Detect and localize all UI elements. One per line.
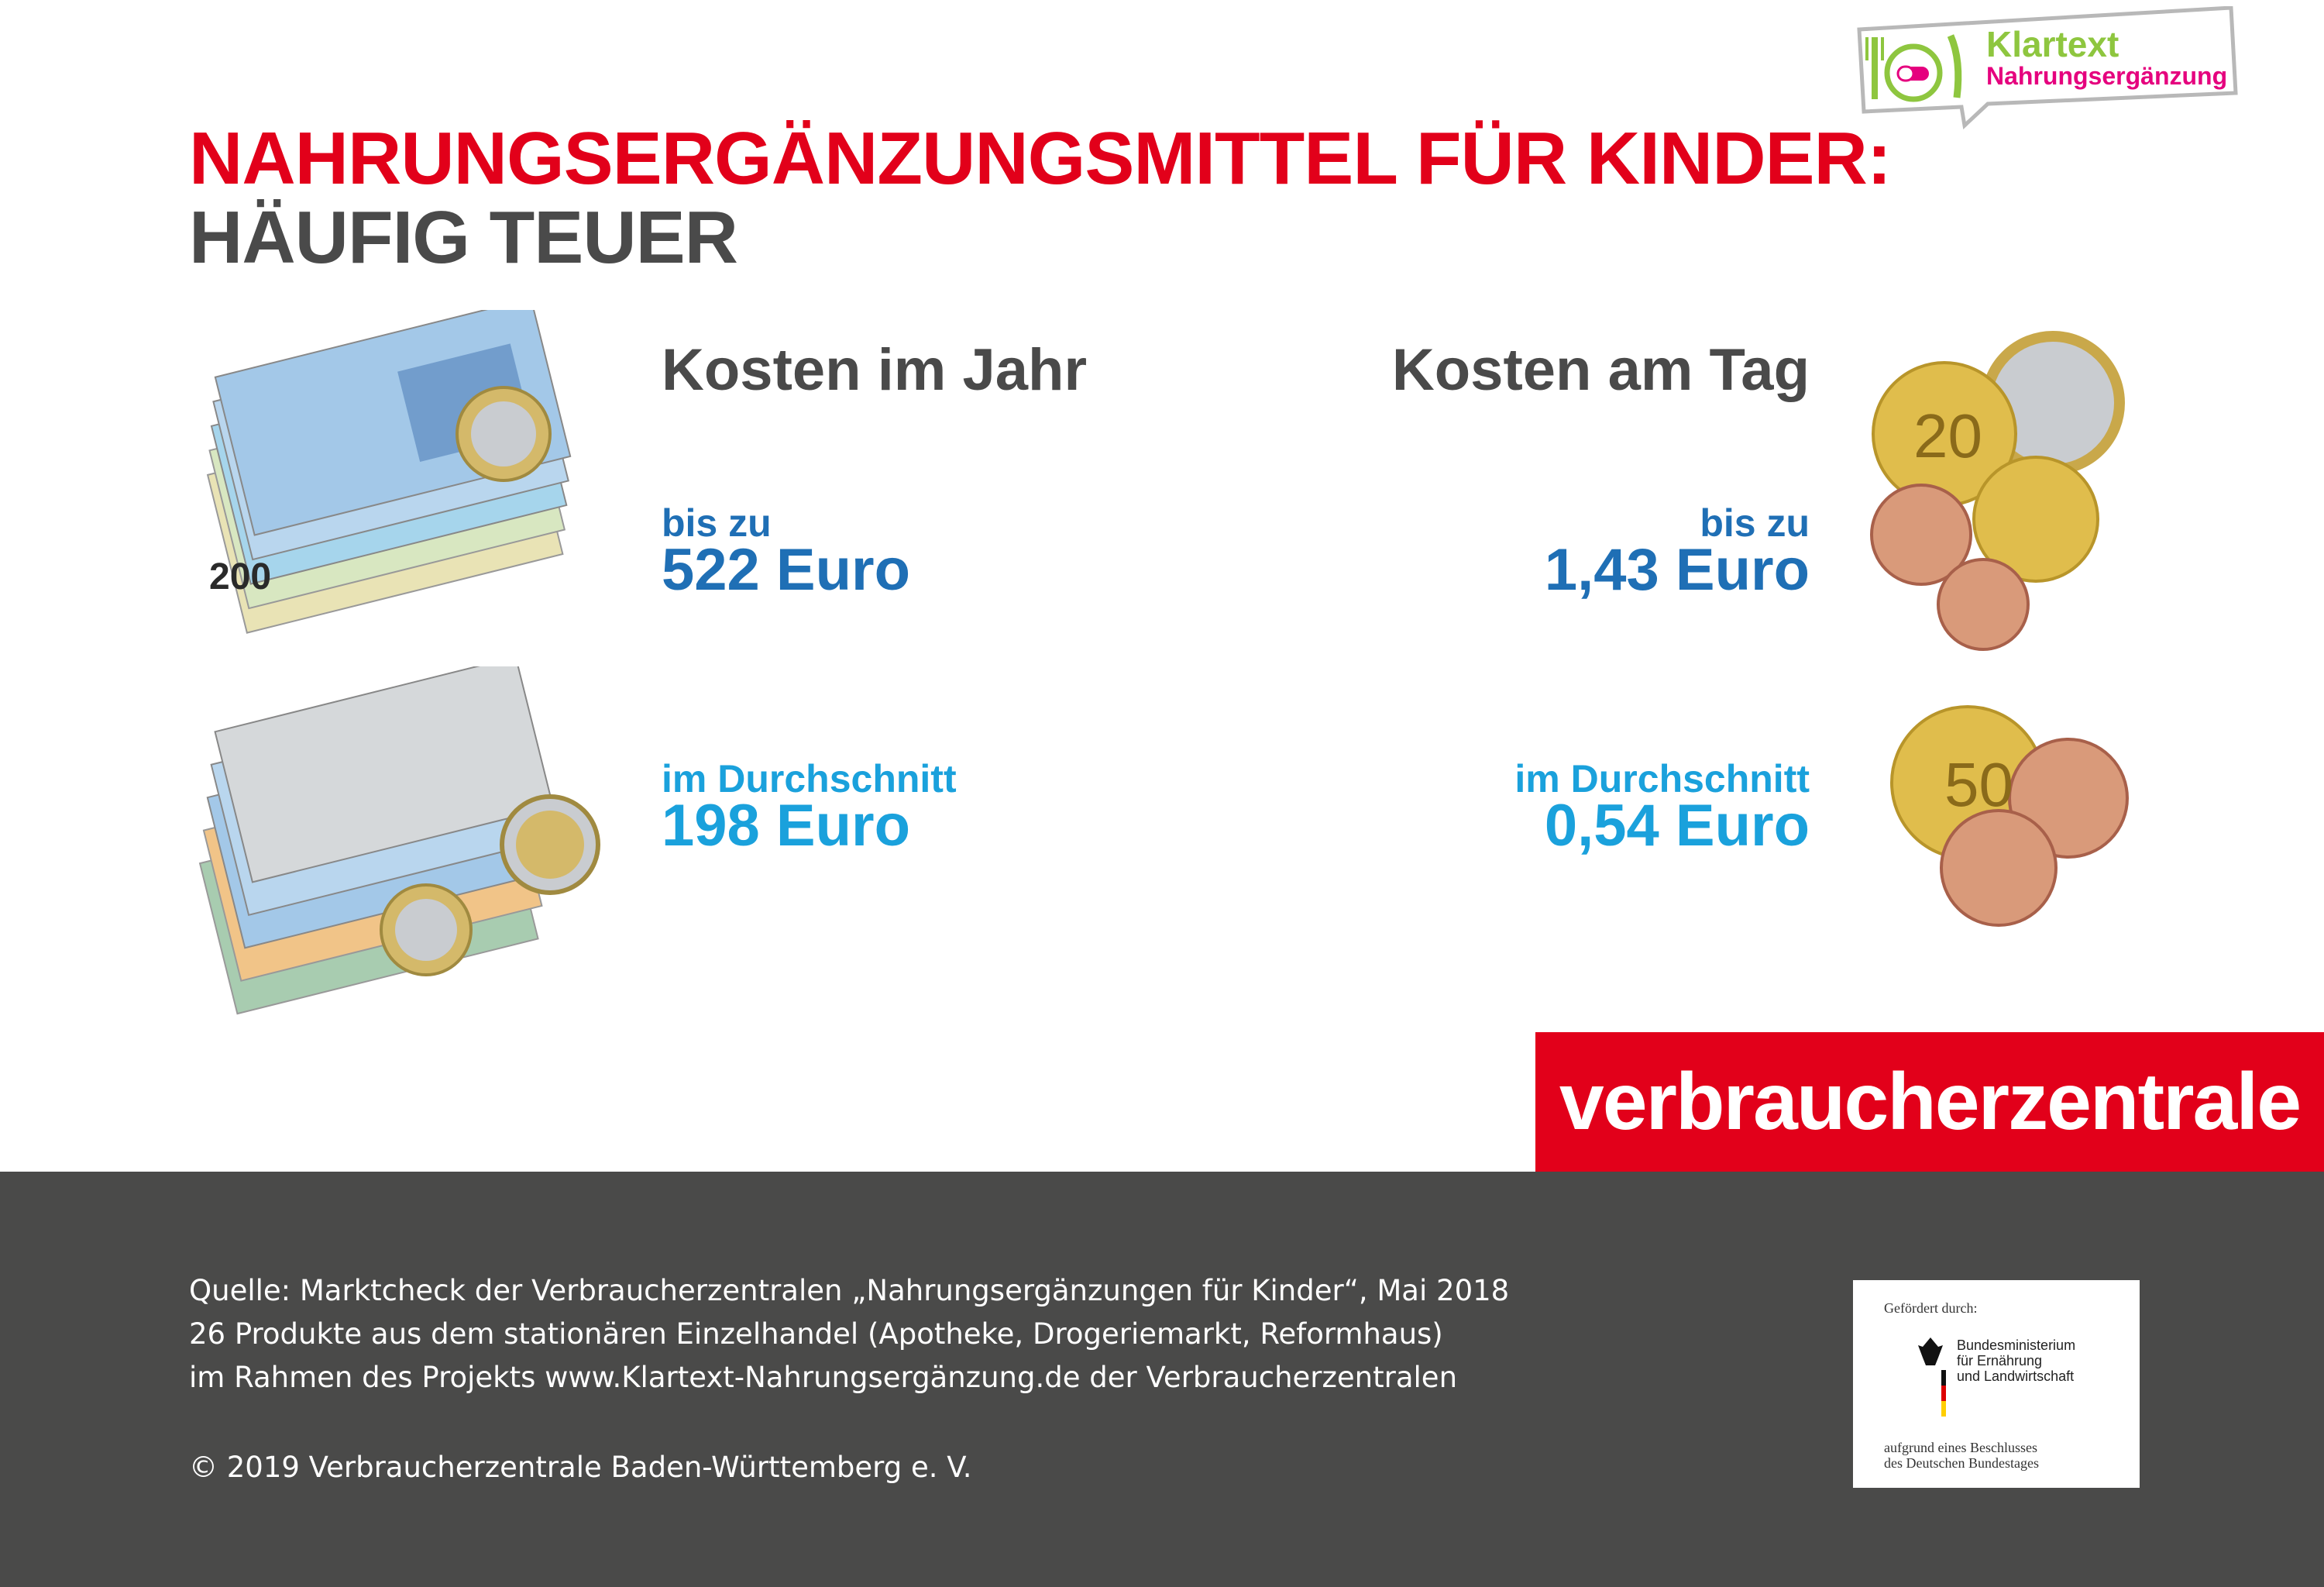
daily-max-value: 1,43 Euro <box>1544 537 1810 603</box>
source-line-1: Quelle: Marktcheck der Verbraucherzentra… <box>189 1274 1510 1307</box>
coins-icon: 50 <box>1890 705 2129 927</box>
daily-max-label: bis zu <box>1700 501 1810 545</box>
coins-icon: 20 <box>1870 331 2125 651</box>
speech-bubble-icon <box>1857 5 2238 130</box>
page-title: NAHRUNGSERGÄNZUNGSMITTEL FÜR KINDER: <box>189 117 1892 200</box>
sponsor-intro: Gefördert durch: <box>1884 1300 1978 1316</box>
copyright: © 2019 Verbraucherzentrale Baden-Württem… <box>189 1451 972 1484</box>
svg-text:200: 200 <box>209 556 271 597</box>
badge-title: Klartext <box>1986 24 2119 64</box>
badge-subtitle: Nahrungsergänzung <box>1986 62 2228 90</box>
coins-image-large: 20 <box>1859 325 2138 651</box>
brand-logo: verbraucherzentrale <box>1535 1032 2324 1172</box>
fork-pill-knife-icon <box>1865 34 1962 102</box>
annual-avg-label: im Durchschnitt <box>662 757 957 800</box>
sponsor-note: aufgrund eines Beschlusses des Deutschen… <box>1884 1440 2039 1471</box>
source-line-2: 26 Produkte aus dem stationären Einzelha… <box>189 1317 1443 1351</box>
sponsor-logo: Gefördert durch: Bundesministerium für E… <box>1853 1280 2140 1488</box>
svg-text:20: 20 <box>1913 401 1982 470</box>
svg-text:50: 50 <box>1944 750 2013 819</box>
coins-image-small: 50 <box>1875 697 2138 930</box>
eagle-flag-icon <box>1918 1337 1946 1417</box>
annual-max-value: 522 Euro <box>662 537 911 603</box>
daily-avg-label: im Durchschnitt <box>1514 757 1810 800</box>
banknotes-icon: 200 <box>206 297 572 634</box>
daily-cost-title: Kosten am Tag <box>1391 337 1810 403</box>
annual-max-label: bis zu <box>662 501 772 545</box>
banknotes-image-small <box>186 656 620 1023</box>
banknotes-icon <box>198 656 600 1015</box>
klartext-badge: Klartext Nahrungsergänzung <box>1848 5 2245 130</box>
source-line-3: im Rahmen des Projekts www.Klartext-Nahr… <box>189 1361 1458 1394</box>
annual-cost-title: Kosten im Jahr <box>662 337 1088 403</box>
sponsor-ministry: Bundesministerium für Ernährung und Land… <box>1957 1337 2076 1384</box>
page-subtitle: HÄUFIG TEUER <box>189 196 738 279</box>
daily-avg-value: 0,54 Euro <box>1544 793 1810 859</box>
annual-avg-value: 198 Euro <box>662 793 911 859</box>
banknotes-image-large: 200 <box>194 297 620 643</box>
